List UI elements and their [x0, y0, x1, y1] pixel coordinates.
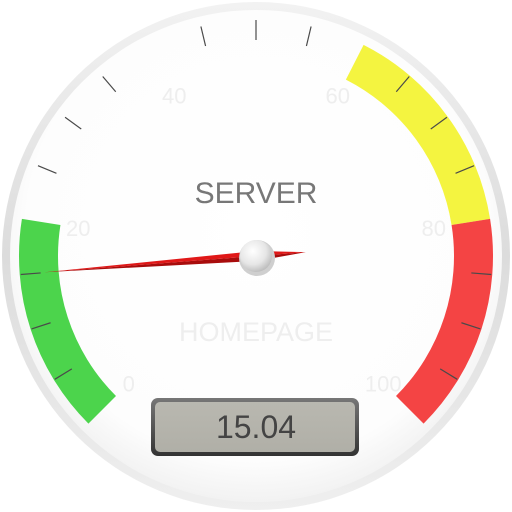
- gauge-units: HOMEPAGE: [179, 317, 333, 347]
- readout-value: 15.04: [216, 409, 296, 445]
- gauge-title: SERVER: [195, 177, 318, 210]
- tick-label-100: 100: [365, 371, 402, 396]
- tick-label-40: 40: [162, 84, 186, 109]
- value-readout: 15.04: [151, 398, 359, 456]
- tick-label-20: 20: [66, 216, 90, 241]
- needle-cap: [240, 240, 272, 272]
- tick-label-60: 60: [325, 84, 349, 109]
- tick-label-0: 0: [123, 371, 135, 396]
- tick-label-80: 80: [422, 216, 446, 241]
